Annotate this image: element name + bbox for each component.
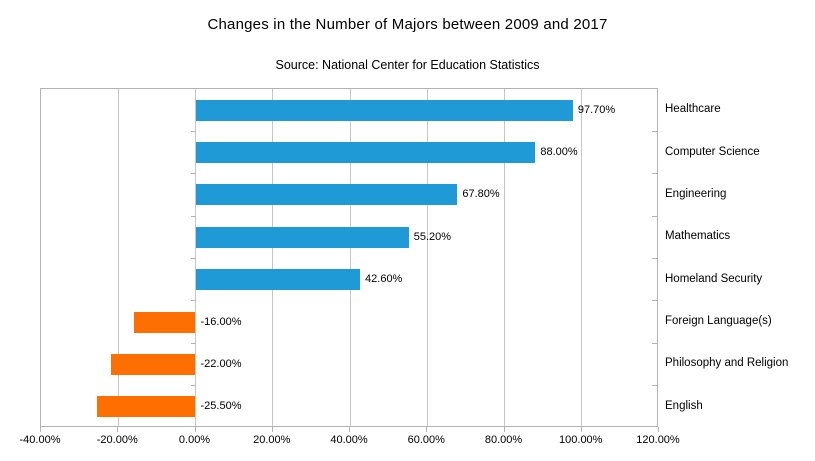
- x-axis-tick: [658, 427, 659, 432]
- zero-axis-tick: [190, 342, 196, 344]
- zero-axis-tick: [190, 385, 196, 387]
- plot-area: 97.70% 88.00% 67.80% 55.20% 42.60% -16.00% -22…: [40, 88, 658, 427]
- x-tick-label: 40.00%: [330, 434, 368, 446]
- x-tick-label: 80.00%: [484, 434, 523, 446]
- chart-subtitle: Source: National Center for Education St…: [275, 58, 540, 72]
- gridline: [504, 89, 505, 426]
- bar-value-label: -22.00%: [200, 357, 242, 370]
- x-axis-tick: [117, 427, 119, 432]
- x-tick-label: 100.00%: [559, 434, 603, 446]
- x-tick-label: 0.00%: [178, 434, 211, 446]
- right-axis-tick: [652, 130, 657, 132]
- bar-value-label: 67.80%: [462, 188, 500, 201]
- gridline: [272, 89, 274, 426]
- x-axis-tick: [580, 427, 582, 432]
- zero-axis-tick: [190, 173, 196, 175]
- category-label: English: [665, 399, 703, 412]
- x-tick-label: 120.00%: [636, 434, 680, 446]
- x-tick-label: 60.00%: [407, 434, 445, 446]
- bar-value-label: 97.70%: [577, 103, 616, 116]
- bar: [195, 99, 573, 121]
- chart-title: Changes in the Number of Majors between …: [207, 16, 608, 33]
- bar: [97, 396, 196, 418]
- gridline: [117, 89, 119, 426]
- bar: [133, 311, 196, 333]
- x-axis-tick: [194, 427, 196, 432]
- bar: [110, 353, 196, 375]
- category-label: Foreign Language(s): [665, 315, 772, 328]
- bar: [195, 142, 536, 164]
- gridline: [581, 89, 583, 426]
- x-tick-label: -40.00%: [19, 434, 61, 446]
- category-label: Healthcare: [665, 103, 721, 116]
- right-axis-tick: [652, 258, 657, 259]
- zero-axis-tick: [190, 215, 196, 217]
- right-axis-tick: [652, 342, 657, 344]
- category-label: Philosophy and Religion: [665, 357, 789, 370]
- category-label: Engineering: [665, 187, 727, 200]
- right-axis-tick: [652, 215, 657, 217]
- bar-value-label: 88.00%: [540, 146, 578, 159]
- gridline: [426, 89, 428, 426]
- right-axis-tick: [652, 385, 657, 387]
- x-axis-tick: [271, 427, 273, 432]
- x-axis-tick: [426, 427, 428, 432]
- gridline: [349, 89, 351, 426]
- x-tick-label: 20.00%: [253, 434, 291, 446]
- bar: [195, 269, 361, 291]
- zero-axis-tick: [190, 258, 196, 259]
- right-axis-tick: [652, 300, 657, 302]
- bar-value-label: -16.00%: [200, 315, 242, 328]
- right-axis-tick: [652, 173, 657, 175]
- x-axis-tick: [40, 427, 41, 432]
- category-label: Computer Science: [665, 145, 760, 158]
- zero-axis-tick: [190, 130, 196, 132]
- bar-value-label: -25.50%: [200, 400, 242, 413]
- bar: [195, 184, 458, 206]
- category-label: Homeland Security: [665, 272, 763, 285]
- x-axis-tick: [349, 427, 350, 432]
- x-tick-label: -20.00%: [96, 434, 138, 446]
- x-axis-tick: [503, 427, 505, 432]
- bar-value-label: 42.60%: [365, 273, 403, 286]
- bar: [195, 226, 409, 248]
- bar-value-label: 55.20%: [413, 230, 452, 243]
- gridline: [195, 89, 196, 426]
- category-label: Mathematics: [665, 230, 731, 243]
- zero-axis-tick: [190, 300, 196, 302]
